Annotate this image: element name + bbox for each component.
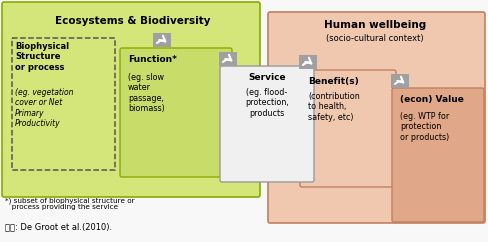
FancyBboxPatch shape <box>299 70 395 187</box>
Text: Function*: Function* <box>128 55 177 64</box>
Text: 焸료: De Groot et al.(2010).: 焸료: De Groot et al.(2010). <box>5 222 112 231</box>
FancyBboxPatch shape <box>120 48 231 177</box>
FancyBboxPatch shape <box>267 12 484 223</box>
Text: (eg. WTP for
protection
or products): (eg. WTP for protection or products) <box>399 112 448 142</box>
Text: Ecosystems & Biodiversity: Ecosystems & Biodiversity <box>55 16 210 26</box>
Text: Service: Service <box>248 73 285 82</box>
Bar <box>298 55 316 69</box>
FancyBboxPatch shape <box>391 88 483 222</box>
Text: (eg. vegetation
cover or Net
Primary
Productivity: (eg. vegetation cover or Net Primary Pro… <box>15 88 73 128</box>
FancyBboxPatch shape <box>220 66 313 182</box>
Bar <box>219 52 237 66</box>
Text: Human wellbeing: Human wellbeing <box>323 20 425 30</box>
Text: *) subset of biophysical structure or
   process providing the service: *) subset of biophysical structure or pr… <box>5 197 134 211</box>
FancyBboxPatch shape <box>2 2 260 197</box>
Text: (econ) Value: (econ) Value <box>399 95 463 104</box>
Text: (contribution
to health,
safety, etc): (contribution to health, safety, etc) <box>307 92 359 122</box>
Text: (socio-cultural context): (socio-cultural context) <box>325 34 423 43</box>
Text: Biophysical
Structure
or process: Biophysical Structure or process <box>15 42 69 72</box>
Text: Benefit(s): Benefit(s) <box>307 77 358 86</box>
Bar <box>12 38 115 170</box>
Text: (eg. flood-
protection,
products: (eg. flood- protection, products <box>244 88 288 118</box>
Bar <box>390 74 408 88</box>
Text: (eg. slow
water
passage,
biomass): (eg. slow water passage, biomass) <box>128 73 164 113</box>
Bar <box>153 33 171 47</box>
